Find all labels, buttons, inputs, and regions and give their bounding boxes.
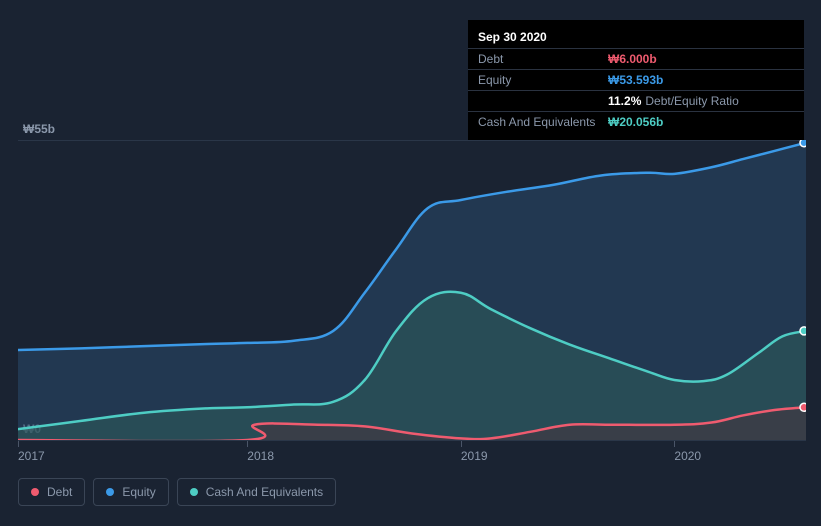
area-chart-svg (18, 140, 806, 440)
tooltip-row-value: ₩53.593b (608, 73, 663, 87)
tooltip-row: 11.2% Debt/Equity Ratio (468, 90, 804, 111)
tooltip-row-value: ₩20.056b (608, 115, 663, 129)
legend-label: Equity (122, 485, 155, 499)
chart-area (18, 140, 806, 440)
x-tick-label: 2018 (247, 449, 274, 463)
legend-item-cash-and-equivalents[interactable]: Cash And Equivalents (177, 478, 336, 506)
gridline-bottom (18, 440, 806, 441)
x-tick-line (18, 441, 19, 447)
tooltip-row-label: Debt (478, 52, 608, 66)
tooltip-row-value: ₩6.000b (608, 52, 657, 66)
legend-label: Debt (47, 485, 72, 499)
legend-dot (190, 488, 198, 496)
tooltip-row-label: Cash And Equivalents (478, 115, 608, 129)
end-marker (800, 403, 806, 411)
y-axis-max-label: ₩55b (23, 122, 55, 136)
tooltip-row: Cash And Equivalents₩20.056b (468, 111, 804, 132)
x-tick-label: 2019 (461, 449, 488, 463)
tooltip-row-value: 11.2% (608, 94, 641, 108)
legend: Debt Equity Cash And Equivalents (18, 478, 336, 506)
tooltip-row: Debt₩6.000b (468, 48, 804, 69)
legend-label: Cash And Equivalents (206, 485, 323, 499)
x-tick-label: 2020 (674, 449, 701, 463)
tooltip-row-suffix: Debt/Equity Ratio (645, 94, 738, 108)
end-marker (800, 140, 806, 147)
legend-item-debt[interactable]: Debt (18, 478, 85, 506)
x-tick-line (461, 441, 462, 447)
legend-dot (106, 488, 114, 496)
legend-item-equity[interactable]: Equity (93, 478, 168, 506)
end-marker (800, 327, 806, 335)
tooltip-row-label (478, 94, 608, 108)
x-tick-line (247, 441, 248, 447)
tooltip-title: Sep 30 2020 (468, 28, 804, 48)
x-tick-label: 2017 (18, 449, 45, 463)
x-axis: 2017 2018 2019 2020 (18, 445, 806, 465)
legend-dot (31, 488, 39, 496)
tooltip-row-label: Equity (478, 73, 608, 87)
tooltip: Sep 30 2020 Debt₩6.000bEquity₩53.593b11.… (468, 20, 804, 140)
tooltip-row: Equity₩53.593b (468, 69, 804, 90)
x-tick-line (674, 441, 675, 447)
